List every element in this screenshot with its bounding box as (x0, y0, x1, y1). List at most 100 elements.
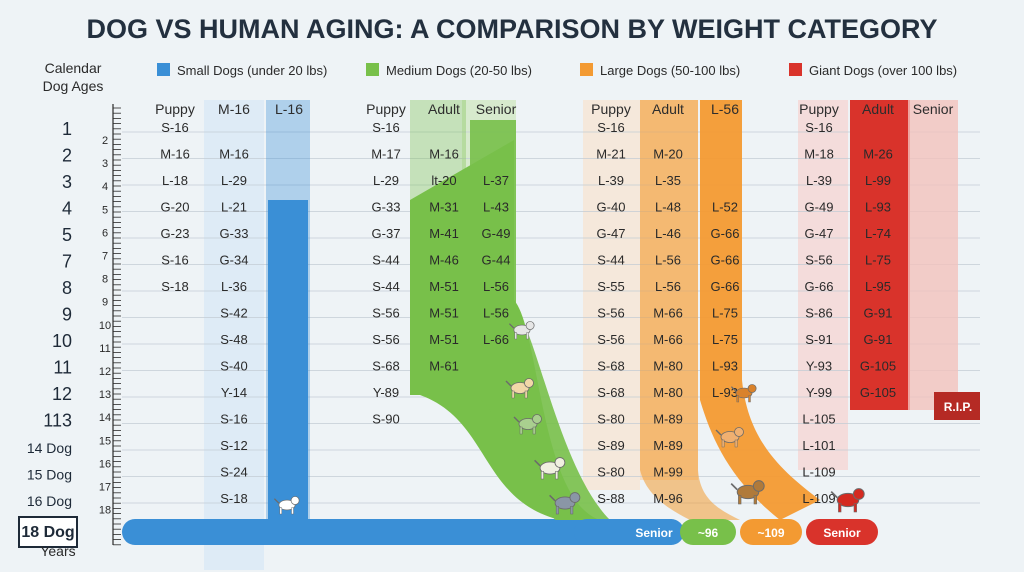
column-header: Senior (913, 101, 954, 117)
table-cell: Y-14 (221, 385, 247, 400)
medium-dog-icon-body (513, 324, 531, 336)
table-cell: M-16 (219, 147, 249, 162)
table-cell: S-18 (161, 279, 188, 294)
rip-box (934, 392, 980, 420)
row-label: 4 (62, 199, 72, 219)
table-cell: L-109 (802, 491, 835, 506)
table-cell: S-16 (220, 412, 247, 427)
large-dog-icon-body (736, 484, 760, 500)
medium-dog-icon-leg (532, 426, 536, 435)
y-bottom-box (18, 516, 78, 548)
table-cell: M-51 (429, 332, 459, 347)
table-cell: L-35 (655, 173, 681, 188)
table-cell: G-66 (805, 279, 834, 294)
table-cell: L-48 (655, 200, 681, 215)
medium-dog-icon-body (518, 418, 538, 430)
ruler-tick-label: 7 (102, 251, 108, 263)
large-dog-icon-tail (730, 483, 738, 491)
giant-dog-icon-body (836, 492, 860, 508)
table-cell: G-91 (864, 306, 893, 321)
table-cell: Y-93 (806, 359, 832, 374)
ruler-tick-label: 2 (102, 135, 108, 147)
table-cell: S-80 (597, 465, 624, 480)
small-senior-flow (268, 200, 308, 545)
giant-dog-icon-head (852, 488, 865, 500)
table-cell: S-24 (220, 465, 247, 480)
large-dog-icon-head (752, 480, 765, 492)
medium-dog-icon-leg (555, 506, 559, 515)
table-cell: M-99 (653, 465, 683, 480)
medium-dog-icon-head (524, 378, 534, 388)
table-cell: M-51 (429, 279, 459, 294)
senior-small-pill (574, 519, 684, 545)
table-cell: M-51 (429, 306, 459, 321)
table-cell: L-75 (865, 253, 891, 268)
column-header: Adult (652, 101, 684, 117)
table-cell: S-40 (220, 359, 247, 374)
row-label: 2 (62, 146, 72, 166)
table-cell: S-56 (597, 332, 624, 347)
table-cell: S-89 (597, 438, 624, 453)
large-dog-icon (715, 427, 744, 448)
table-cell: S-68 (372, 359, 399, 374)
table-cell: S-90 (372, 412, 399, 427)
table-cell: M-46 (429, 253, 459, 268)
table-cell: L-99 (865, 173, 891, 188)
medium-dog-icon-leg (570, 506, 574, 515)
ruler-tick-label: 4 (102, 181, 108, 193)
table-cell: M-31 (429, 200, 459, 215)
row-label: 10 (52, 331, 72, 351)
table-cell: G-49 (482, 226, 511, 241)
medium-dog-icon-leg (524, 390, 528, 399)
medium-dog-icon-leg (555, 471, 559, 480)
table-cell: L-109 (802, 465, 835, 480)
table-cell: M-41 (429, 226, 459, 241)
medium-dog-icon-body (510, 382, 530, 394)
table-cell: S-44 (372, 279, 399, 294)
table-cell: M-26 (863, 147, 893, 162)
table-cell: L-101 (802, 438, 835, 453)
table-cell: S-86 (805, 306, 832, 321)
table-cell: L-29 (373, 173, 399, 188)
chart-title: DOG VS HUMAN AGING: A COMPARISON BY WEIG… (86, 14, 937, 44)
table-cell: M-89 (653, 438, 683, 453)
large-dog-icon-leg (721, 439, 725, 448)
table-cell: S-42 (220, 306, 247, 321)
table-cell: G-105 (860, 385, 896, 400)
table-cell: Y-89 (373, 385, 399, 400)
ruler-tick-label: 13 (99, 389, 111, 401)
medium-dog-icon-head (569, 492, 581, 503)
table-cell: M-89 (653, 412, 683, 427)
table-cell: G-47 (805, 226, 834, 241)
medium-dog-icon (508, 321, 535, 340)
legend-swatch (157, 63, 170, 76)
column-header: Adult (428, 101, 460, 117)
legend-swatch (580, 63, 593, 76)
medium-dog-icon (505, 378, 534, 399)
row-label: 11 (53, 358, 72, 378)
medium-dog-icon-leg (526, 332, 529, 340)
ruler-tick-label: 8 (102, 274, 108, 286)
row-label: 5 (62, 225, 72, 245)
giant-dog-icon-tail (830, 491, 838, 499)
giant-adult-flow (850, 100, 910, 410)
table-cell: M-66 (653, 332, 683, 347)
y-axis-label: Calendar (45, 60, 102, 76)
table-cell: L-105 (802, 412, 835, 427)
large-adult-flow (640, 100, 740, 520)
column-header: Senior (476, 101, 517, 117)
legend-swatch (789, 63, 802, 76)
table-cell: L-39 (806, 173, 832, 188)
ruler-tick-label: 18 (99, 505, 111, 517)
column-header: L-56 (711, 101, 739, 117)
table-cell: S-55 (597, 279, 624, 294)
table-cell: L-93 (712, 385, 738, 400)
medium-dog-icon-tail (549, 494, 556, 502)
medium-dog-icon-leg (540, 471, 544, 480)
medium-dog-icon-head (532, 414, 542, 424)
table-cell: L-74 (865, 226, 891, 241)
column-header: Adult (862, 101, 894, 117)
table-cell: G-23 (161, 226, 190, 241)
table-cell: G-66 (711, 279, 740, 294)
table-cell: L-46 (655, 226, 681, 241)
